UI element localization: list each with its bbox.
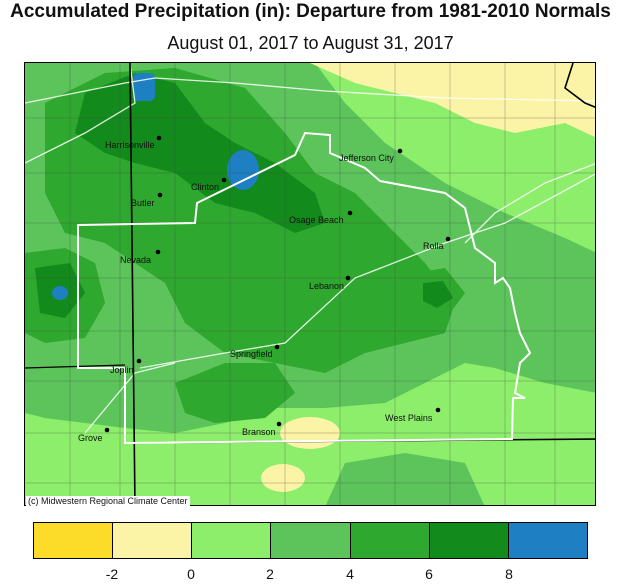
city-markers: Harrisonville Clinton Butler Jefferson C… — [78, 135, 451, 443]
city-butler: Butler — [131, 192, 163, 208]
legend-tick: 6 — [425, 566, 433, 582]
legend-tick: 8 — [505, 566, 513, 582]
city-joplin: Joplin — [110, 358, 142, 375]
svg-text:Rolla: Rolla — [423, 241, 444, 251]
svg-text:West Plains: West Plains — [385, 413, 433, 423]
highways — [25, 63, 595, 434]
city-rolla: Rolla — [423, 236, 451, 251]
city-clinton: Clinton — [191, 177, 227, 192]
zone-6-8 — [75, 73, 325, 233]
credit-text: (c) Midwestern Regional Climate Center — [26, 496, 190, 506]
map-title: Accumulated Precipitation (in): Departur… — [10, 1, 611, 22]
svg-text:Lebanon: Lebanon — [309, 281, 344, 291]
legend-tick: 4 — [346, 566, 354, 582]
city-springfield: Springfield — [230, 344, 280, 359]
svg-text:Nevada: Nevada — [120, 255, 151, 265]
svg-text:Jefferson City: Jefferson City — [339, 153, 394, 163]
svg-text:Osage Beach: Osage Beach — [289, 215, 344, 225]
legend-tick: 2 — [266, 566, 274, 582]
color-legend — [33, 522, 588, 559]
city-harrisonville: Harrisonville — [105, 135, 162, 150]
map-canvas: Harrisonville Clinton Butler Jefferson C… — [25, 63, 595, 505]
city-west-plains: West Plains — [385, 407, 441, 423]
zone-neg2-0 — [310, 63, 595, 138]
svg-text:Clinton: Clinton — [191, 182, 219, 192]
city-osage-beach: Osage Beach — [289, 210, 353, 225]
legend-swatch — [34, 523, 114, 558]
legend-tick: -2 — [105, 566, 119, 582]
state-line-west — [129, 63, 136, 505]
map-subtitle: August 01, 2017 to August 31, 2017 — [167, 33, 454, 53]
city-grove: Grove — [78, 427, 110, 443]
city-jefferson-city: Jefferson City — [339, 148, 403, 163]
legend-swatch — [350, 523, 430, 558]
legend-tick: 0 — [187, 566, 195, 582]
zone-8-plus — [227, 150, 259, 190]
svg-text:Harrisonville: Harrisonville — [105, 140, 155, 150]
svg-text:Springfield: Springfield — [230, 349, 273, 359]
precipitation-map: Harrisonville Clinton Butler Jefferson C… — [24, 62, 596, 506]
city-lebanon: Lebanon — [309, 275, 351, 291]
county-lines — [25, 63, 595, 505]
svg-text:Grove: Grove — [78, 433, 103, 443]
region-outline — [77, 131, 532, 445]
svg-text:Butler: Butler — [131, 198, 155, 208]
svg-text:Branson: Branson — [242, 427, 276, 437]
legend-swatch — [271, 523, 351, 558]
city-nevada: Nevada — [120, 249, 161, 265]
svg-text:Joplin: Joplin — [110, 365, 134, 375]
legend-swatch — [429, 523, 509, 558]
city-branson: Branson — [242, 421, 282, 437]
legend-swatch — [192, 523, 272, 558]
legend-swatch — [113, 523, 193, 558]
legend-swatch — [508, 523, 587, 558]
